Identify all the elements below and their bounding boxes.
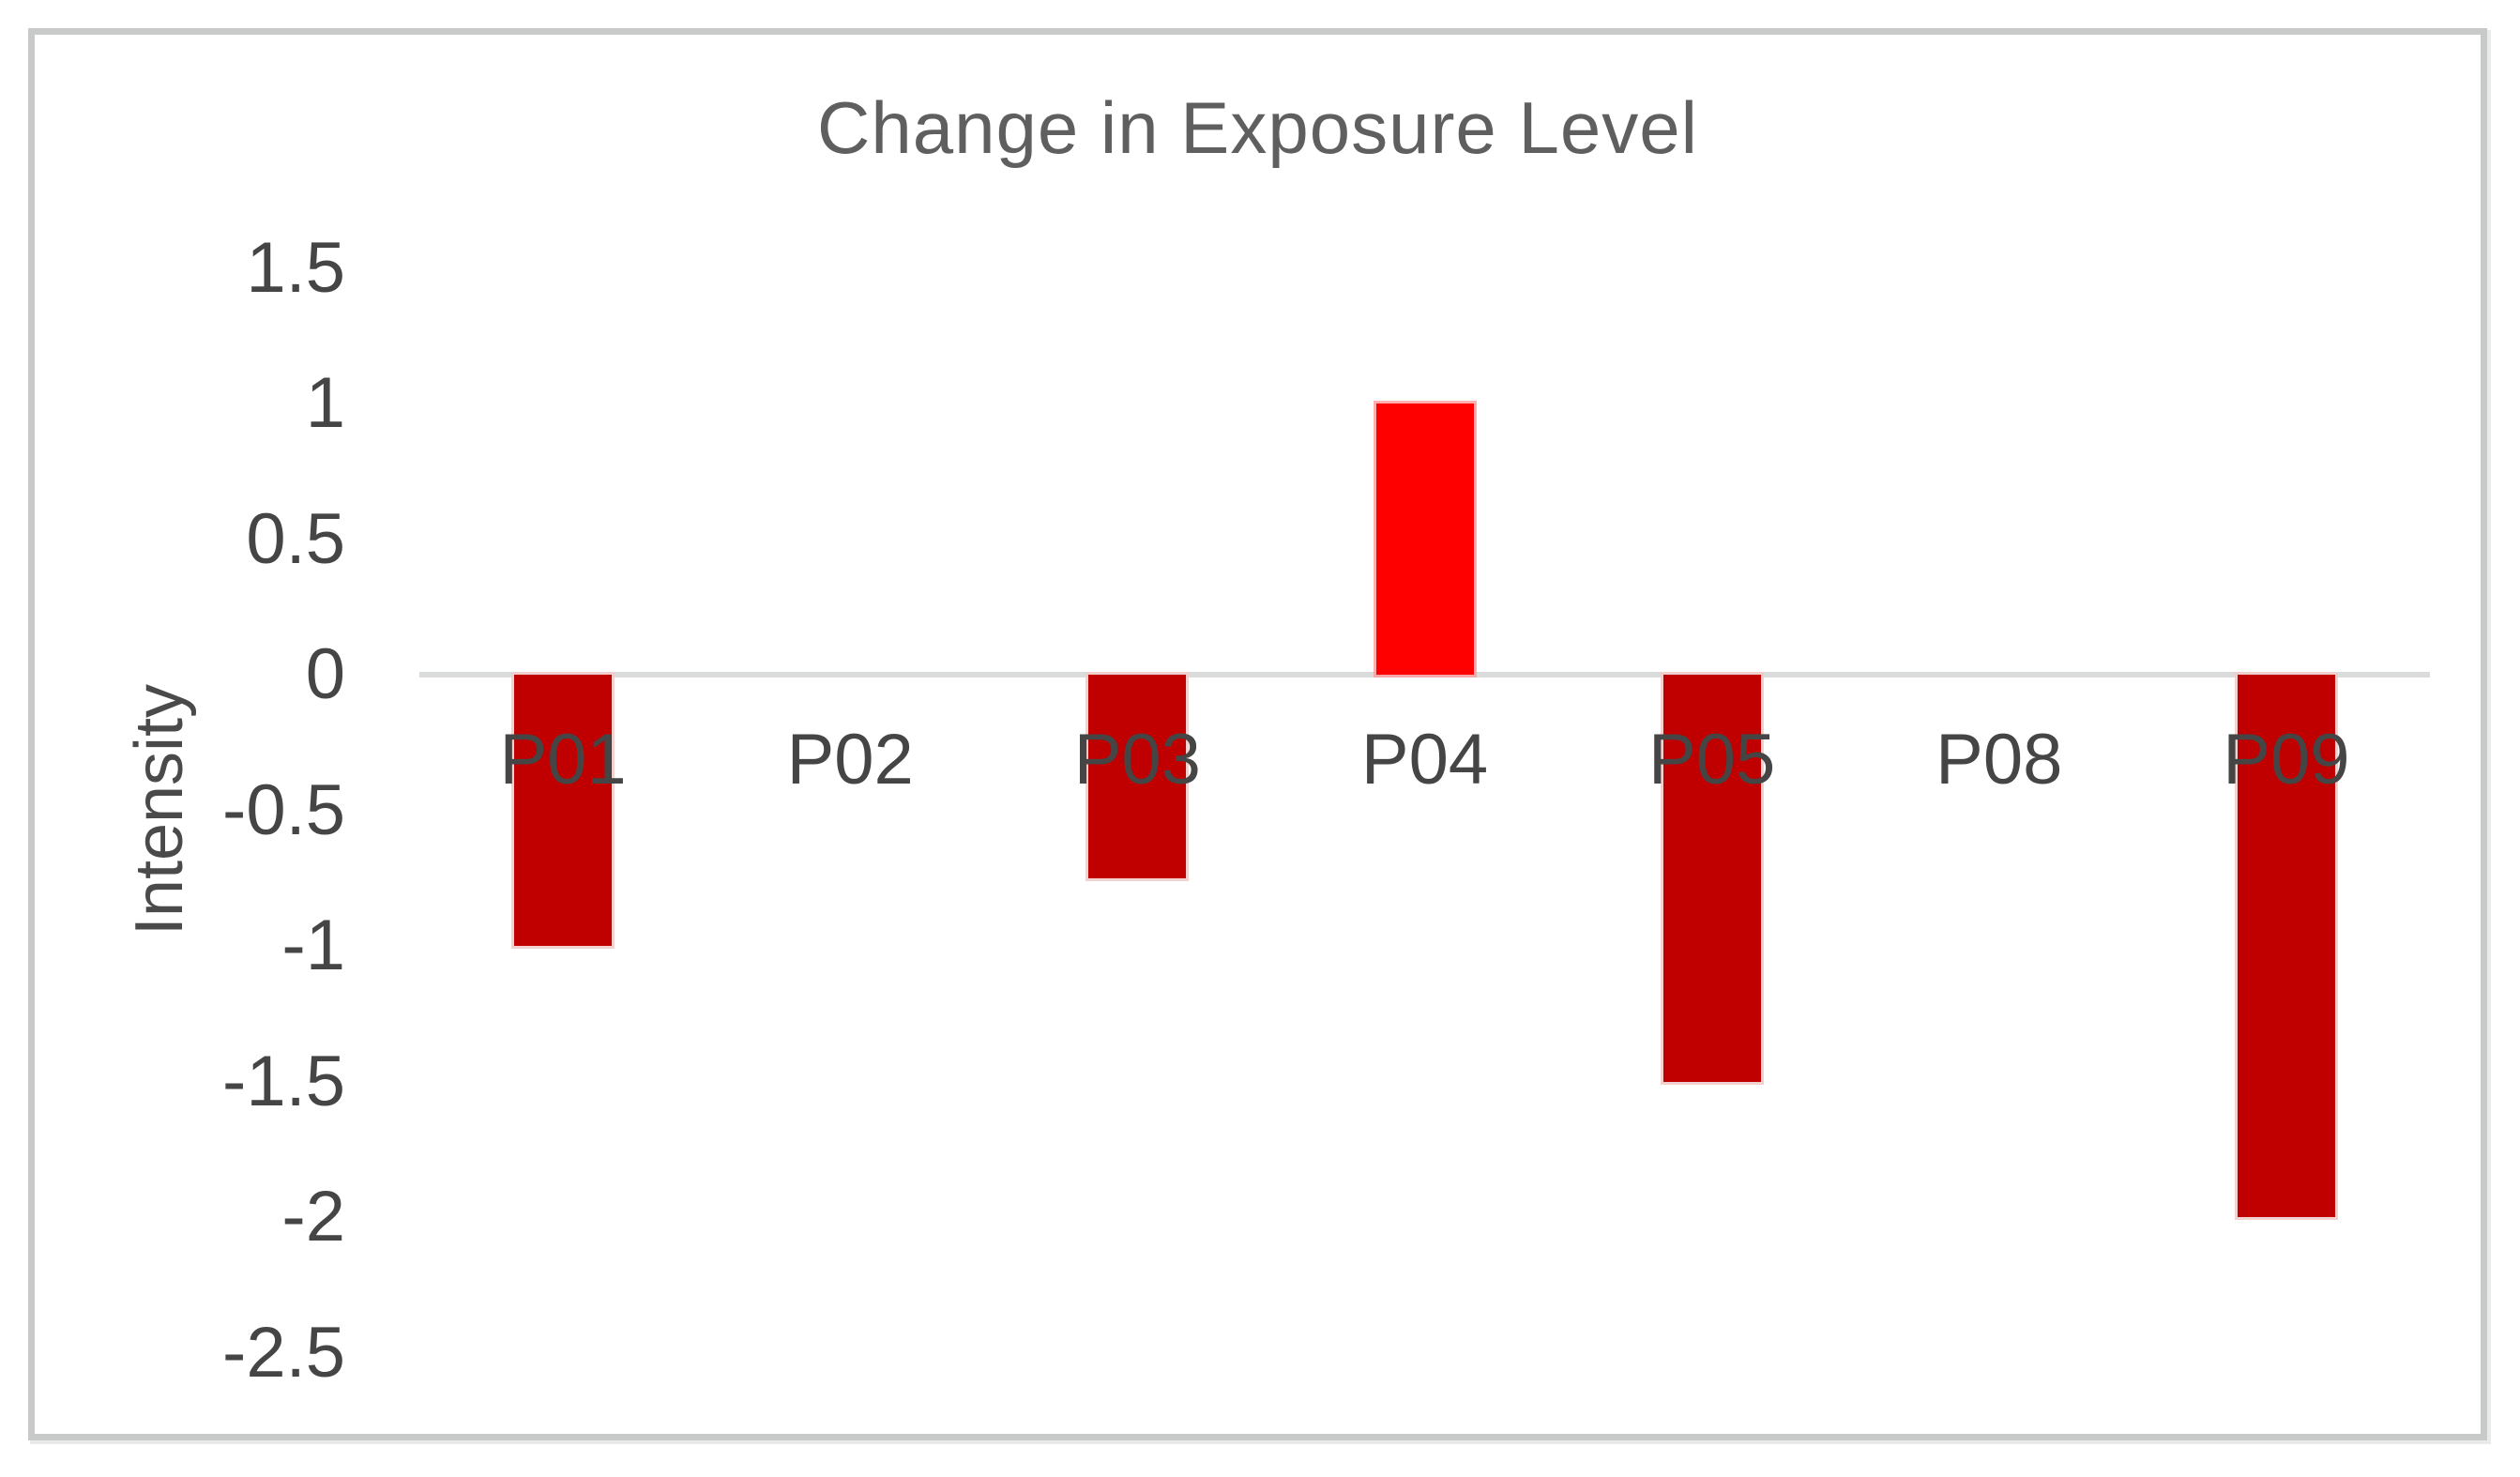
chart-frame [28, 28, 2487, 1440]
y-tick-label: -0.5 [222, 769, 345, 850]
y-tick-label: 0.5 [246, 498, 345, 579]
category-label-p09: P09 [2223, 720, 2350, 799]
chart-title: Change in Exposure Level [817, 86, 1698, 169]
y-tick-label: -2 [281, 1177, 345, 1256]
category-label-p05: P05 [1648, 720, 1776, 799]
bar-p09 [2237, 675, 2335, 1217]
bar-p03 [1088, 675, 1187, 878]
category-label-p08: P08 [1936, 720, 2063, 799]
bar-p04 [1375, 404, 1474, 675]
y-tick-label: -2.5 [222, 1312, 345, 1393]
category-label-p03: P03 [1073, 720, 1201, 799]
category-label-p04: P04 [1360, 720, 1489, 799]
y-tick-label: -1 [281, 906, 345, 985]
x-axis-line [419, 672, 2430, 678]
category-label-p01: P01 [499, 720, 627, 799]
y-tick-label: -1.5 [222, 1041, 345, 1121]
category-label-p02: P02 [786, 720, 914, 799]
y-tick-label: 0 [305, 634, 345, 714]
bar-p05 [1662, 675, 1761, 1082]
y-tick-label: 1.5 [246, 227, 345, 308]
bar-p01 [514, 675, 613, 946]
y-tick-label: 1 [305, 363, 345, 443]
